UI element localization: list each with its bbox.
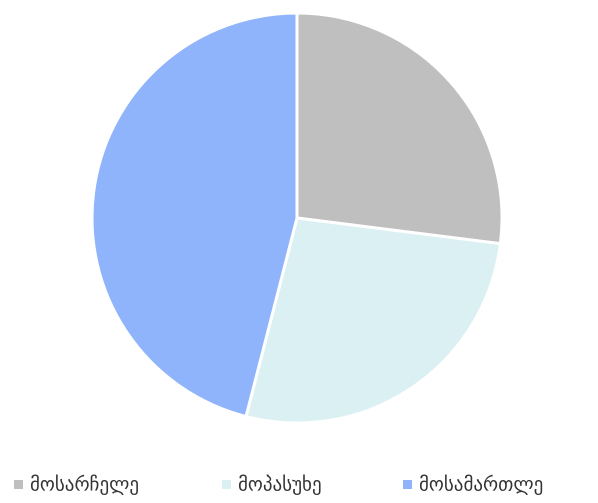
legend-marker (403, 480, 412, 489)
legend-marker (14, 480, 23, 489)
pie-slice (295, 11, 504, 246)
legend-label: მოპასუხე (238, 474, 322, 496)
legend-marker (222, 480, 231, 489)
legend-label: მოსამართლე (419, 474, 543, 496)
pie-slice (90, 11, 299, 419)
legend-label: მოსარჩელე (30, 474, 139, 496)
pie-slice (244, 216, 503, 425)
